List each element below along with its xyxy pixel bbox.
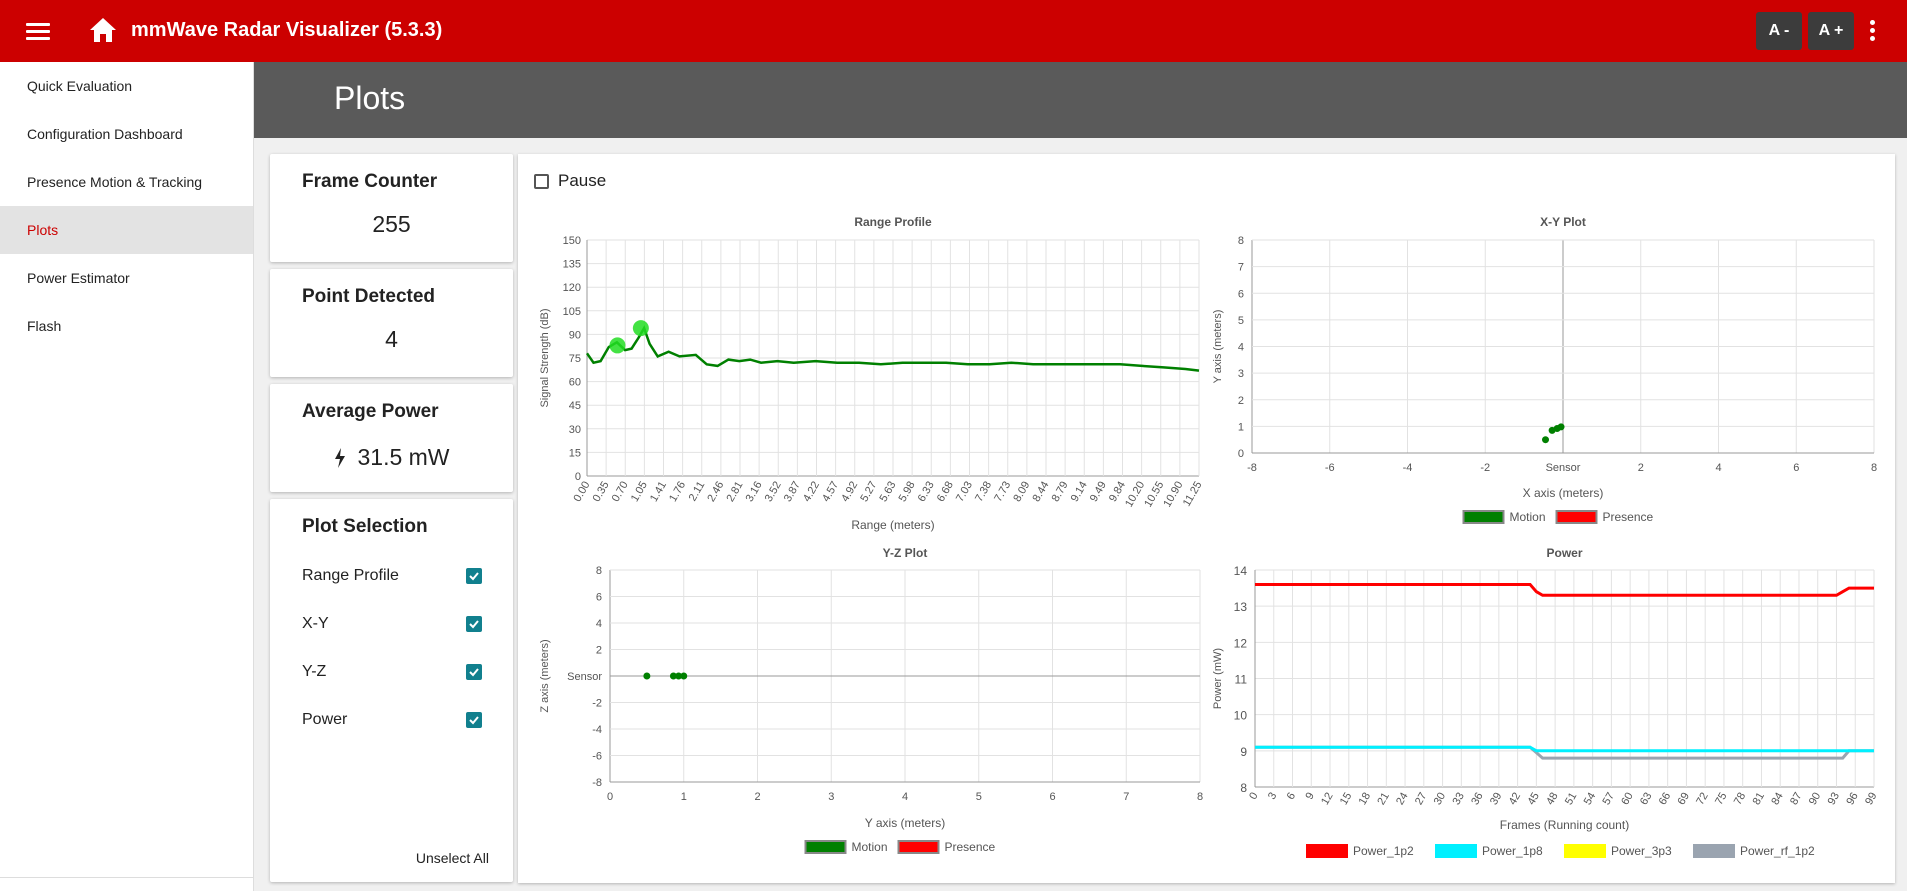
plot-select-label: X-Y xyxy=(302,615,329,632)
unselect-all-button[interactable]: Unselect All xyxy=(415,850,489,866)
pause-toggle[interactable]: Pause xyxy=(534,171,606,191)
point-detected-value: 4 xyxy=(385,326,398,352)
plot-select-xy[interactable]: X-Y xyxy=(302,615,482,633)
sidebar-item-quick-evaluation[interactable]: Quick Evaluation xyxy=(27,78,133,94)
app-title: mmWave Radar Visualizer (5.3.3) xyxy=(131,19,443,41)
page-header: Plots xyxy=(254,62,1907,138)
sidebar-item-plots[interactable]: Plots xyxy=(0,206,253,254)
point-detected-label: Point Detected xyxy=(302,286,436,307)
more-options-icon[interactable] xyxy=(1870,20,1876,42)
checkbox-checked-icon[interactable] xyxy=(466,664,482,680)
page-title: Plots xyxy=(334,80,406,116)
average-power-card: Average Power 31.5 mW xyxy=(270,384,513,492)
app-header: mmWave Radar Visualizer (5.3.3) A - A + xyxy=(0,0,1907,62)
plot-select-range-profile[interactable]: Range Profile xyxy=(302,567,482,585)
sidebar-item-presence-motion-tracking[interactable]: Presence Motion & Tracking xyxy=(27,174,203,190)
plot-select-label: Power xyxy=(302,711,348,728)
sidebar-divider xyxy=(0,877,254,891)
checkbox-checked-icon[interactable] xyxy=(466,712,482,728)
average-power-label: Average Power xyxy=(302,401,439,422)
plot-selection-title: Plot Selection xyxy=(302,516,428,537)
pause-checkbox[interactable] xyxy=(534,173,549,189)
plot-select-label: Range Profile xyxy=(302,567,399,584)
pause-label: Pause xyxy=(558,171,607,190)
lightning-icon xyxy=(335,447,346,468)
font-increase-button[interactable]: A + xyxy=(1808,12,1854,50)
sidebar-item-configuration-dashboard[interactable]: Configuration Dashboard xyxy=(27,126,183,142)
plot-selection-card: Plot Selection Range Profile X-Y Y-Z Pow… xyxy=(270,499,513,882)
plot-select-yz[interactable]: Y-Z xyxy=(302,663,482,681)
plot-select-label: Y-Z xyxy=(302,663,327,680)
frame-counter-value: 255 xyxy=(372,211,411,237)
sidebar-item-flash[interactable]: Flash xyxy=(27,318,62,334)
font-decrease-button[interactable]: A - xyxy=(1756,12,1802,50)
sidebar-item-power-estimator[interactable]: Power Estimator xyxy=(27,270,130,286)
checkbox-checked-icon[interactable] xyxy=(466,568,482,584)
hamburger-menu-icon[interactable] xyxy=(26,19,50,43)
point-detected-card: Point Detected 4 xyxy=(270,269,513,377)
home-icon[interactable] xyxy=(88,16,118,44)
checkbox-checked-icon[interactable] xyxy=(466,616,482,632)
plots-panel: Pause xyxy=(518,154,1895,883)
plot-select-power[interactable]: Power xyxy=(302,711,482,729)
average-power-value: 31.5 mW xyxy=(357,444,450,470)
frame-counter-label: Frame Counter xyxy=(302,171,438,192)
frame-counter-card: Frame Counter 255 xyxy=(270,154,513,262)
sidebar: Quick Evaluation Configuration Dashboard… xyxy=(0,62,254,891)
